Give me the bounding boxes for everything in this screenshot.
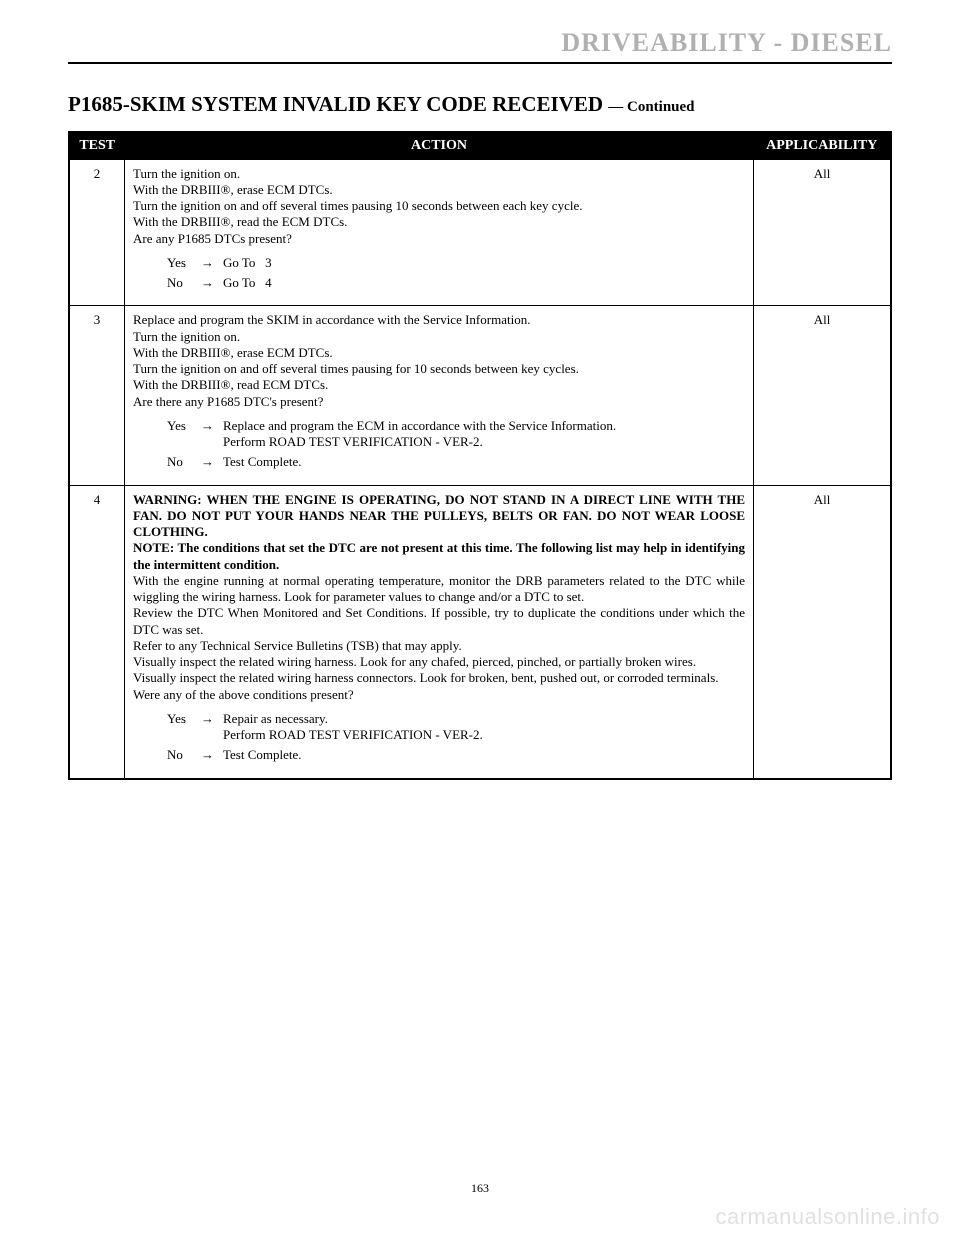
action-line: With the DRBIII®, erase ECM DTCs. (133, 182, 745, 198)
answer-row: No→Go To 4 (167, 275, 745, 291)
arrow-icon: → (201, 711, 223, 727)
action-line: Review the DTC When Monitored and Set Co… (133, 605, 745, 638)
test-number: 3 (69, 306, 125, 485)
test-number: 4 (69, 485, 125, 779)
answer-label: No (167, 454, 201, 470)
answer-label: Yes (167, 418, 201, 434)
answer-block: Yes→Repair as necessary.Perform ROAD TES… (167, 711, 745, 764)
answer-row: Yes→Repair as necessary.Perform ROAD TES… (167, 711, 745, 744)
arrow-icon: → (201, 275, 223, 291)
answer-block: Yes→Go To 3 No→Go To 4 (167, 255, 745, 292)
action-line: Were any of the above conditions present… (133, 687, 745, 703)
answer-row: No→Test Complete. (167, 454, 745, 470)
applicability-cell: All (754, 306, 892, 485)
answer-text: Go To 3 (223, 255, 745, 271)
action-line: With the DRBIII®, read the ECM DTCs. (133, 214, 745, 230)
answer-label: Yes (167, 255, 201, 271)
answer-text: Go To 4 (223, 275, 745, 291)
action-line: Replace and program the SKIM in accordan… (133, 312, 745, 328)
action-line: With the DRBIII®, erase ECM DTCs. (133, 345, 745, 361)
action-line: With the DRBIII®, read ECM DTCs. (133, 377, 745, 393)
page-title: P1685-SKIM SYSTEM INVALID KEY CODE RECEI… (68, 92, 892, 117)
answer-text: Test Complete. (223, 454, 745, 470)
action-line: Turn the ignition on. (133, 166, 745, 182)
action-line: Are any P1685 DTCs present? (133, 231, 745, 247)
answer-text: Repair as necessary.Perform ROAD TEST VE… (223, 711, 745, 744)
col-test: TEST (69, 132, 125, 159)
action-line: Turn the ignition on and off several tim… (133, 198, 745, 214)
action-line: Visually inspect the related wiring harn… (133, 670, 745, 686)
title-main: P1685-SKIM SYSTEM INVALID KEY CODE RECEI… (68, 92, 603, 116)
answer-label: No (167, 275, 201, 291)
applicability-cell: All (754, 485, 892, 779)
answer-label: Yes (167, 711, 201, 727)
action-line: With the engine running at normal operat… (133, 573, 745, 606)
test-number: 2 (69, 159, 125, 306)
page-number: 163 (0, 1181, 960, 1196)
answer-block: Yes→Replace and program the ECM in accor… (167, 418, 745, 471)
answer-row: Yes→Replace and program the ECM in accor… (167, 418, 745, 451)
action-line: Turn the ignition on and off several tim… (133, 361, 745, 377)
arrow-icon: → (201, 747, 223, 763)
answer-text: Replace and program the ECM in accordanc… (223, 418, 745, 451)
action-cell: Turn the ignition on.With the DRBIII®, e… (125, 159, 754, 306)
action-line: Are there any P1685 DTC's present? (133, 394, 745, 410)
action-cell: WARNING: WHEN THE ENGINE IS OPERATING, D… (125, 485, 754, 779)
diagnostic-table: TEST ACTION APPLICABILITY 2Turn the igni… (68, 131, 892, 780)
table-row: 4WARNING: WHEN THE ENGINE IS OPERATING, … (69, 485, 891, 779)
action-line: Visually inspect the related wiring harn… (133, 654, 745, 670)
action-cell: Replace and program the SKIM in accordan… (125, 306, 754, 485)
arrow-icon: → (201, 255, 223, 271)
title-continued: — Continued (608, 99, 694, 115)
answer-row: Yes→Go To 3 (167, 255, 745, 271)
answer-label: No (167, 747, 201, 763)
table-row: 2Turn the ignition on.With the DRBIII®, … (69, 159, 891, 306)
col-applic: APPLICABILITY (754, 132, 892, 159)
action-line: Refer to any Technical Service Bulletins… (133, 638, 745, 654)
action-line: Turn the ignition on. (133, 329, 745, 345)
answer-text: Test Complete. (223, 747, 745, 763)
table-row: 3 Replace and program the SKIM in accorda… (69, 306, 891, 485)
arrow-icon: → (201, 418, 223, 434)
arrow-icon: → (201, 454, 223, 470)
action-bold-line: NOTE: The conditions that set the DTC ar… (133, 540, 745, 573)
applicability-cell: All (754, 159, 892, 306)
action-bold-line: WARNING: WHEN THE ENGINE IS OPERATING, D… (133, 492, 745, 541)
section-header: DRIVEABILITY - DIESEL (68, 28, 892, 58)
answer-row: No→Test Complete. (167, 747, 745, 763)
header-rule (68, 62, 892, 64)
watermark: carmanualsonline.info (715, 1204, 940, 1230)
col-action: ACTION (125, 132, 754, 159)
